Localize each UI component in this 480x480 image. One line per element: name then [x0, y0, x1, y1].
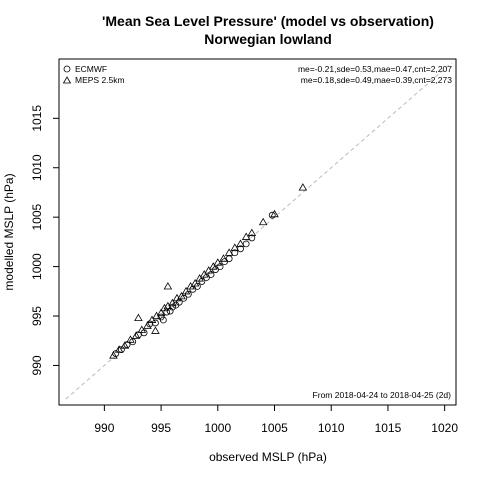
legend-triangle-marker — [64, 77, 71, 83]
x-tick-label: 1015 — [375, 421, 402, 435]
x-axis-label: observed MSLP (hPa) — [209, 450, 327, 464]
y-axis: 990 995 1000 1005 1010 1015 — [30, 105, 59, 376]
legend-circle-marker — [64, 66, 70, 72]
y-tick-label: 1015 — [30, 105, 44, 132]
y-tick-label: 995 — [30, 306, 44, 326]
chart-title: 'Mean Sea Level Pressure' (model vs obse… — [102, 13, 434, 29]
x-axis: 990 995 1000 1005 1010 1015 1020 — [94, 405, 458, 435]
x-tick-label: 1010 — [318, 421, 345, 435]
y-axis-label: modelled MSLP (hPa) — [2, 173, 16, 290]
x-tick-label: 1000 — [204, 421, 231, 435]
x-tick-label: 1020 — [431, 421, 458, 435]
date-range-annotation: From 2018-04-24 to 2018-04-25 (2d) — [313, 390, 452, 400]
legend-ecmwf-label: ECMWF — [75, 64, 107, 74]
meps-point — [260, 219, 267, 225]
points-layer — [110, 184, 307, 358]
ecmwf-stats: me=-0.21,sde=0.53,mae=0.47,cnt=2,207 — [298, 64, 452, 74]
y-tick-label: 1000 — [30, 253, 44, 280]
legend-meps-label: MEPS 2.5km — [75, 75, 125, 85]
meps-stats: me=0.18,sde=0.49,mae=0.39,cnt=2,273 — [301, 75, 453, 85]
meps-point — [135, 314, 142, 320]
x-tick-label: 990 — [94, 421, 114, 435]
legend: ECMWF MEPS 2.5km — [64, 64, 125, 85]
x-tick-label: 1005 — [261, 421, 288, 435]
y-tick-label: 1010 — [30, 154, 44, 181]
x-tick-label: 995 — [151, 421, 171, 435]
meps-point — [164, 283, 171, 289]
meps-point — [152, 327, 159, 333]
chart-subtitle: Norwegian lowland — [204, 31, 332, 47]
y-tick-label: 1005 — [30, 204, 44, 231]
meps-point — [299, 184, 306, 190]
y-tick-label: 990 — [30, 355, 44, 375]
